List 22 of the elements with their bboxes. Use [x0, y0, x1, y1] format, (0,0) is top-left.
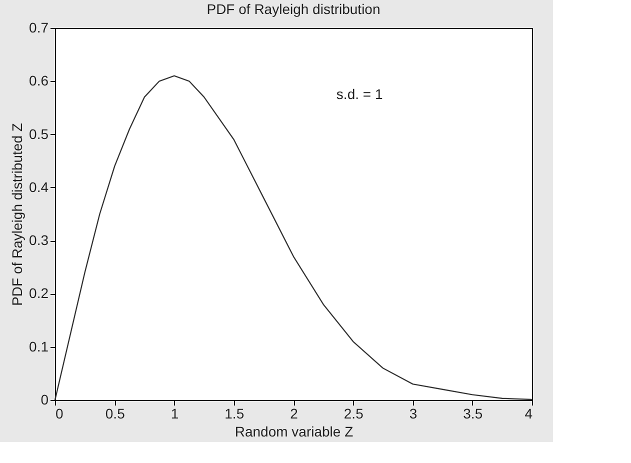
y-tick-label: 0.3 [29, 232, 49, 248]
x-tick-label: 3 [409, 406, 418, 422]
y-tick-label: 0.4 [29, 178, 49, 195]
x-tick-label: 0.5 [105, 406, 126, 422]
x-tick-label: 4 [524, 406, 533, 422]
y-tick-label: 0.7 [29, 20, 49, 36]
y-axis-title: PDF of Rayleigh distributed Z [9, 122, 26, 306]
x-tick-label: 2 [290, 406, 298, 422]
chart-title: PDF of Rayleigh distribution [206, 1, 380, 17]
x-tick-label: 2.5 [344, 406, 364, 422]
y-tick-label: 0 [40, 392, 49, 408]
y-tick-label: 0.2 [29, 285, 49, 302]
x-tick-label: 3.5 [463, 406, 483, 422]
y-tick-label: 0.1 [29, 338, 49, 354]
x-tick-label: 1 [170, 406, 179, 422]
x-tick-label: 0 [56, 406, 64, 422]
annotation: s.d. = 1 [336, 86, 383, 102]
y-tick-label: 0.5 [29, 126, 49, 142]
x-tick-label: 1.5 [224, 406, 244, 422]
y-tick-label: 0.6 [29, 72, 49, 89]
line-series [54, 75, 533, 401]
x-axis-title: Random variable Z [234, 424, 354, 440]
